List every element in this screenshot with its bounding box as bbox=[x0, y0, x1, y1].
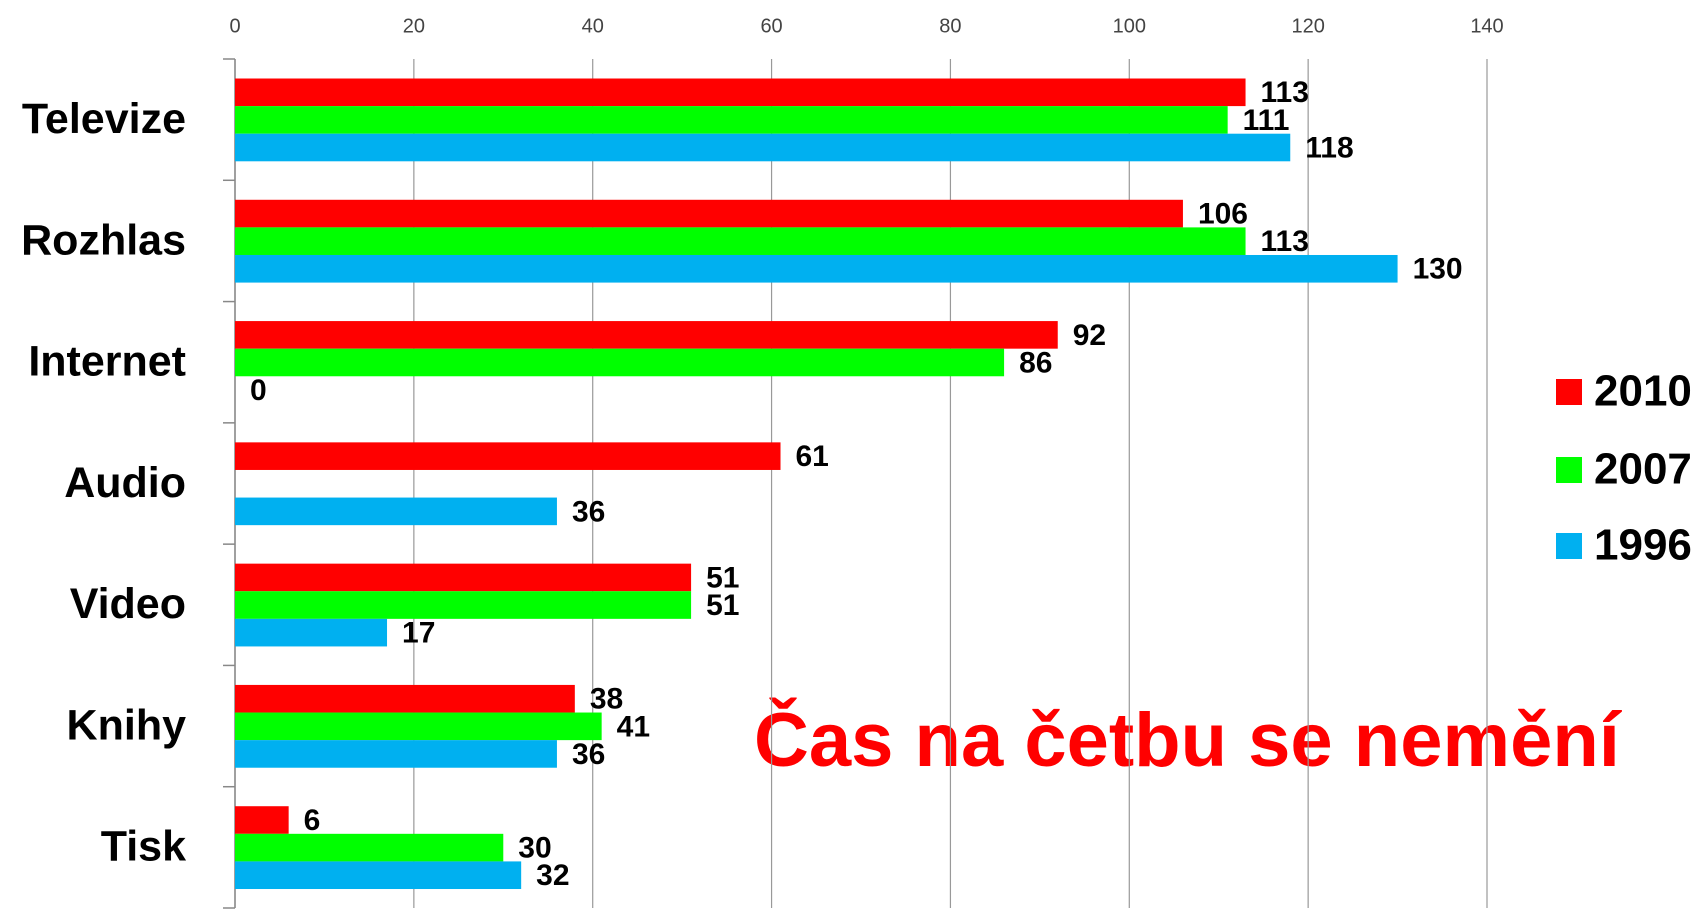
bar bbox=[235, 321, 1058, 349]
bar bbox=[235, 712, 602, 741]
bar bbox=[235, 833, 504, 862]
value-label: 51 bbox=[706, 561, 739, 594]
value-label: 51 bbox=[706, 589, 739, 622]
bar bbox=[235, 740, 557, 768]
bar bbox=[235, 348, 1005, 377]
legend-swatch bbox=[1556, 457, 1582, 483]
x-tick-label: 100 bbox=[1113, 15, 1146, 37]
value-label: 41 bbox=[617, 710, 650, 743]
legend-swatch bbox=[1556, 533, 1582, 559]
value-label: 61 bbox=[796, 440, 829, 473]
bar bbox=[235, 78, 1246, 107]
value-label: 32 bbox=[536, 859, 569, 892]
x-tick-label: 140 bbox=[1470, 15, 1503, 37]
bar bbox=[235, 618, 388, 647]
bar bbox=[235, 497, 557, 526]
bar bbox=[235, 806, 289, 834]
bar bbox=[235, 591, 692, 619]
legend-label: 1996 bbox=[1594, 521, 1692, 570]
category-label: Video bbox=[70, 580, 186, 628]
annotation: Čas na četbu se nemění bbox=[754, 698, 1623, 783]
value-label: 6 bbox=[304, 804, 321, 837]
value-label: 86 bbox=[1019, 346, 1052, 379]
x-tick-label: 120 bbox=[1291, 15, 1324, 37]
x-tick-label: 20 bbox=[403, 15, 425, 37]
legend-label: 2010 bbox=[1594, 367, 1692, 416]
bar bbox=[235, 199, 1183, 228]
legend-swatch bbox=[1556, 379, 1582, 405]
x-tick-label: 0 bbox=[229, 15, 240, 37]
value-label: 130 bbox=[1413, 253, 1463, 286]
value-label: 36 bbox=[572, 495, 605, 528]
category-label: Audio bbox=[64, 459, 186, 507]
bar bbox=[235, 106, 1228, 134]
category-label: Knihy bbox=[67, 701, 187, 749]
value-label: 113 bbox=[1261, 76, 1309, 109]
value-label: 30 bbox=[518, 832, 551, 865]
bar bbox=[235, 227, 1246, 255]
bar bbox=[235, 861, 522, 890]
bar bbox=[235, 254, 1398, 283]
x-tick-label: 60 bbox=[760, 15, 782, 37]
value-label: 0 bbox=[250, 374, 267, 407]
value-label: 113 bbox=[1261, 225, 1309, 258]
value-label: 118 bbox=[1305, 131, 1353, 164]
category-label: Tisk bbox=[101, 823, 186, 871]
value-label: 111 bbox=[1243, 104, 1290, 137]
x-tick-label: 40 bbox=[582, 15, 604, 37]
bar bbox=[235, 133, 1291, 162]
category-label: Televize bbox=[22, 95, 186, 143]
value-label: 92 bbox=[1073, 319, 1106, 352]
value-label: 17 bbox=[402, 617, 435, 650]
category-label: Rozhlas bbox=[21, 216, 186, 264]
bar bbox=[235, 442, 781, 470]
bar bbox=[235, 563, 692, 592]
bar bbox=[235, 684, 575, 713]
value-label: 36 bbox=[572, 738, 605, 771]
legend-label: 2007 bbox=[1594, 445, 1692, 494]
x-tick-label: 80 bbox=[939, 15, 961, 37]
value-label: 106 bbox=[1198, 198, 1248, 231]
value-label: 38 bbox=[590, 683, 623, 716]
category-label: Internet bbox=[28, 338, 186, 386]
